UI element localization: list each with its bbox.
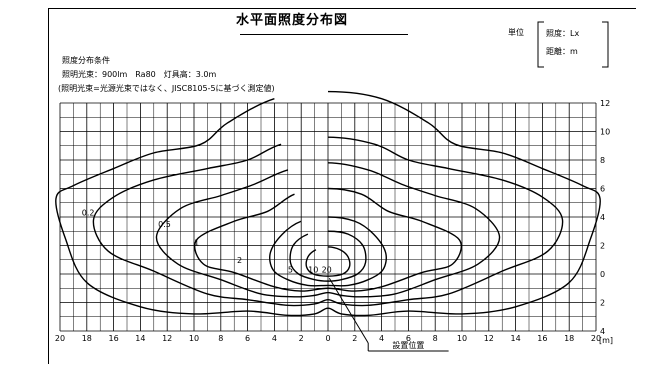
contour-20 (305, 246, 351, 277)
x-tick-label: 16 (537, 334, 547, 343)
unit-distance: 距離：m (546, 47, 578, 56)
title-underline (240, 34, 408, 35)
x-tick-label: 6 (245, 334, 250, 343)
x-tick-label: 14 (511, 334, 521, 343)
x-tick-label: 10 (457, 334, 467, 343)
x-tick-label: 20 (55, 334, 65, 343)
contour-label: 0.5 (158, 220, 171, 229)
x-tick-label: 18 (82, 334, 92, 343)
conditions-note: (照明光束=光源光束ではなく、JISC8105-5に基づく測定値) (58, 84, 275, 93)
y-tick-label: 10 (600, 128, 610, 137)
contour-label: 20 (322, 266, 332, 275)
y-tick-label: 2 (600, 242, 605, 251)
contour-label: 2 (237, 256, 242, 265)
conditions-spec: 照明光束：900lm Ra80 灯具高：3.0m (62, 70, 217, 79)
x-tick-label: 16 (109, 334, 119, 343)
x-tick-label: 4 (272, 334, 277, 343)
y-tick-label: 4 (600, 327, 605, 336)
conditions-heading: 照度分布条件 (62, 56, 110, 65)
x-tick-label: 14 (135, 334, 145, 343)
x-tick-label: 18 (564, 334, 574, 343)
fixture-leader-line (328, 278, 369, 344)
contour-0.2 (55, 90, 601, 317)
page-title: 水平面照度分布図 (236, 13, 349, 28)
contour-label: 10 (308, 266, 318, 275)
y-tick-label: 4 (600, 213, 605, 222)
x-tick-label: 12 (162, 334, 172, 343)
y-tick-label: 2 (600, 299, 605, 308)
y-tick-label: 0 (600, 270, 605, 279)
fixture-label: 設置位置 (392, 340, 424, 350)
x-tick-label: 2 (352, 334, 357, 343)
contour-label: 0.2 (82, 209, 95, 218)
x-tick-label: 4 (379, 334, 384, 343)
x-tick-label: 8 (433, 334, 438, 343)
contour-1 (155, 162, 501, 298)
x-tick-label: 6 (406, 334, 411, 343)
contour-5 (269, 216, 387, 287)
unit-label: 単位 (508, 28, 524, 37)
contour-label: 5 (288, 266, 293, 275)
contour-0.5 (92, 136, 564, 307)
x-tick-label: 10 (189, 334, 199, 343)
x-unit-label: [m] (599, 336, 613, 345)
unit-illuminance: 照度：Lx (546, 29, 580, 38)
contour-2 (193, 187, 463, 292)
x-tick-label: 8 (218, 334, 223, 343)
y-tick-label: 8 (600, 156, 605, 165)
x-tick-label: 0 (325, 334, 330, 343)
contour-label: 1 (194, 239, 199, 248)
y-tick-label: 12 (600, 99, 610, 108)
x-tick-label: 12 (484, 334, 494, 343)
y-tick-label: 6 (600, 185, 605, 194)
drawing-sheet (48, 8, 636, 364)
contour-10 (289, 230, 367, 282)
x-tick-label: 2 (299, 334, 304, 343)
x-tick-label: 20 (591, 334, 601, 343)
